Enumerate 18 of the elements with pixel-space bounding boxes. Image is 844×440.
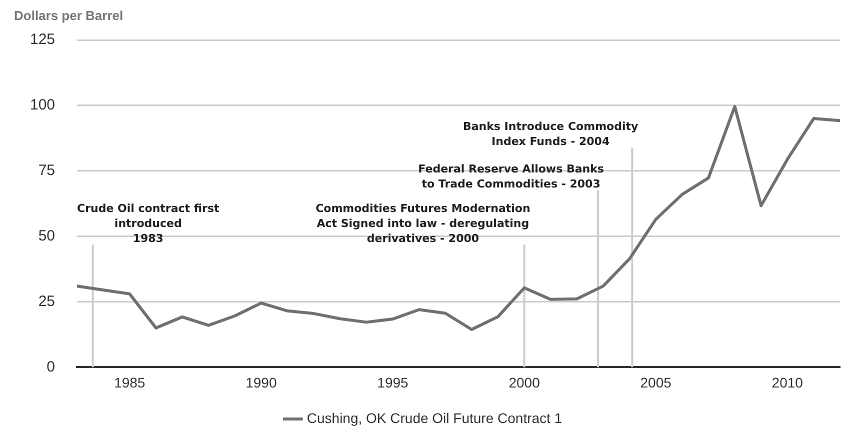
ref-line-label: Crude Oil contract first introduced 1983	[77, 202, 220, 245]
ref-line-label: Banks Introduce Commodity Index Funds - 2004	[462, 120, 638, 148]
ref-line-label: Federal Reserve Allows Banks to Trade Commodities - 2003	[418, 162, 604, 191]
y-tick-label: 50	[38, 227, 56, 244]
y-tick-label: 75	[38, 162, 56, 180]
y-tick-label: 25	[38, 292, 56, 310]
ref-line-label: Commodities Futures Modernation Act Signed into law - deregulating derivatives - 2000	[316, 202, 530, 245]
legend-label: Cushing, OK Crude Oil Future Contract 1	[306, 410, 562, 426]
y-tick-label: 125	[30, 31, 56, 48]
x-tick-label: 1995	[377, 374, 409, 390]
y-tick-label: 0	[46, 358, 56, 376]
x-tick-label: 1985	[114, 374, 146, 390]
y-tick-label: 100	[30, 96, 56, 114]
x-tick-label: 2010	[772, 374, 804, 390]
x-tick-label: 2005	[640, 374, 672, 390]
x-tick-label: 1990	[246, 374, 277, 390]
y-axis-title: Dollars per Barrel	[14, 8, 124, 24]
x-tick-label: 2000	[508, 374, 540, 390]
